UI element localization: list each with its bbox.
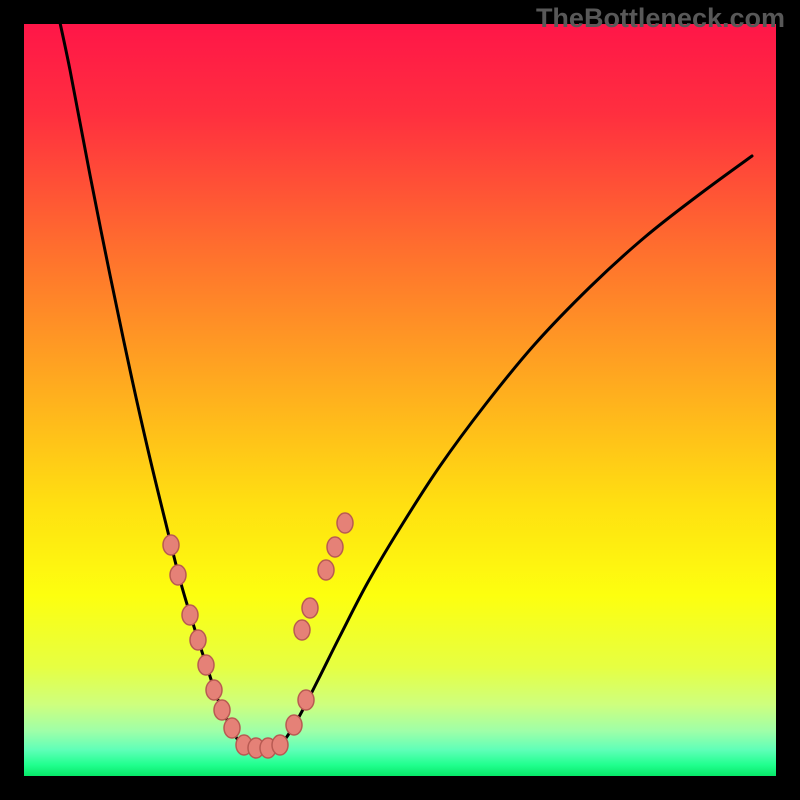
marker-18 [337, 513, 353, 533]
marker-7 [224, 718, 240, 738]
watermark-text: TheBottleneck.com [536, 3, 785, 34]
chart-frame: TheBottleneck.com [0, 0, 800, 800]
marker-14 [294, 620, 310, 640]
marker-0 [163, 535, 179, 555]
marker-15 [302, 598, 318, 618]
curve-left [55, 0, 248, 748]
border-left [0, 0, 24, 800]
chart-svg [0, 0, 800, 800]
border-right [776, 0, 800, 800]
curve-right [276, 156, 752, 748]
marker-2 [182, 605, 198, 625]
border-bottom [0, 776, 800, 800]
marker-11 [272, 735, 288, 755]
marker-16 [318, 560, 334, 580]
marker-17 [327, 537, 343, 557]
marker-5 [206, 680, 222, 700]
marker-1 [170, 565, 186, 585]
marker-13 [298, 690, 314, 710]
markers-group [163, 513, 353, 758]
marker-4 [198, 655, 214, 675]
marker-6 [214, 700, 230, 720]
curve-group [55, 0, 752, 748]
marker-3 [190, 630, 206, 650]
marker-12 [286, 715, 302, 735]
